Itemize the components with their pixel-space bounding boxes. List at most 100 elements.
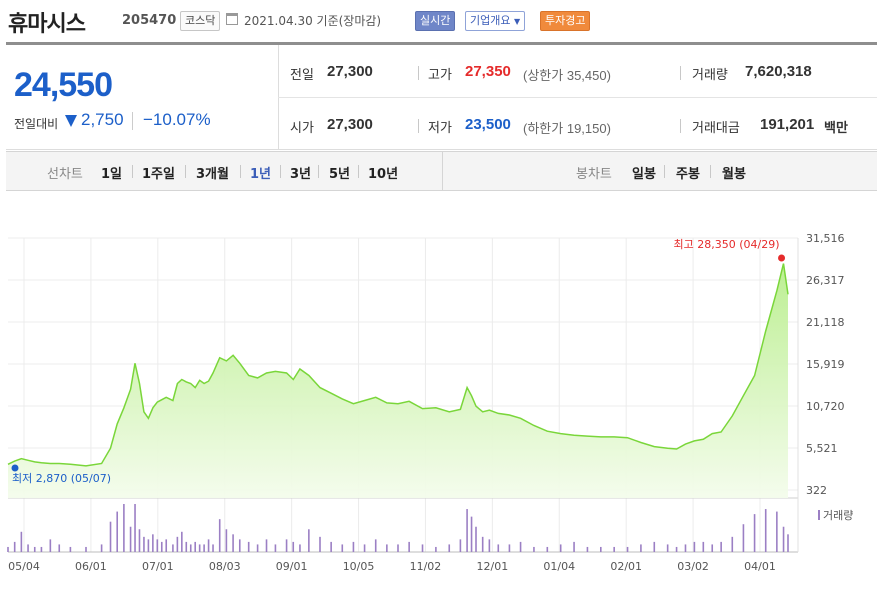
volume-bar [172,544,174,552]
period-1w[interactable]: 1주일 [142,167,175,182]
period-1d[interactable]: 1일 [101,167,123,182]
base-date: 2021.04.30 기준(장마감) [244,12,381,29]
period-5y[interactable]: 5년 [329,167,351,182]
volume-bar [559,544,562,552]
volume-bar [533,546,535,552]
volume-bar [100,544,103,552]
high-value: 27,350 [465,63,511,80]
volume-bar [265,539,268,552]
change-percent: −10.07% [143,110,211,129]
divider [358,165,359,178]
volume-bar [274,544,277,552]
volume-bar [285,539,288,552]
volume-bar [386,544,388,552]
volume-bar [7,546,9,552]
divider [185,165,186,178]
volume-bar [225,529,228,552]
calendar-icon [226,13,238,25]
volume-bar [666,544,669,552]
volume-bar [256,544,259,552]
volume-bar [702,541,705,552]
volume-bar [156,539,159,552]
low-value: 23,500 [465,116,511,133]
price-chart: 31,516 26,317 21,118 15,919 10,720 5,521 322 최… [7,232,853,573]
volume-bar [640,544,642,552]
volume-bar [546,546,549,552]
volume-bar [299,544,301,552]
header-divider [6,42,877,45]
candle-weekly[interactable]: 주봉 [676,167,700,182]
volume-bar [693,541,696,552]
volume-bar [189,544,192,552]
volume-bar [341,544,344,552]
divider [418,66,419,80]
volume-bar [198,544,201,552]
volume-bar [519,541,522,552]
market-badge: 코스닥 [180,11,221,31]
divider [680,66,681,80]
volume-bar [330,541,332,552]
volume-bar [408,541,410,552]
divider [442,151,443,191]
y-tick-label: 26,317 [806,274,845,287]
volume-legend-label: 거래량 [823,509,853,522]
volume-bar [481,536,484,552]
volume-bar [319,536,321,552]
volume-bar [165,539,168,552]
volume-value: 7,620,318 [745,63,812,80]
divider [710,165,711,178]
volume-bar [181,531,183,552]
y-tick-label: 322 [806,484,827,497]
trade-amount-label: 거래대금 [692,121,740,136]
volume-bar [109,521,112,552]
change-label: 전일대비 [14,117,59,131]
chart-grid [8,237,799,553]
volume-bar [20,531,23,552]
volume-bar [675,546,678,552]
volume-bar [787,534,789,552]
divider [664,165,665,178]
x-tick-label: 12/01 [477,560,509,573]
y-tick-label: 10,720 [806,400,845,413]
volume-bar [586,546,589,552]
high-label: 고가 [428,68,452,83]
volume-bar [85,546,87,552]
realtime-button[interactable]: 실시간 [415,11,456,31]
volume-label: 거래량 [692,68,728,83]
candle-daily[interactable]: 일봉 [632,167,656,182]
min-label: 최저 2,870 (05/07) [12,472,111,485]
volume-bar [352,541,355,552]
volume-bar [470,516,473,552]
y-tick-label: 15,919 [806,358,845,371]
x-tick-label: 09/01 [276,560,308,573]
stock-code: 205470 [122,13,177,28]
volume-bar [123,504,125,552]
volume-bar [185,541,188,552]
volume-bar [33,546,36,552]
volume-bar [176,536,179,552]
investment-warning-badge[interactable]: 투자경고 [540,11,591,31]
period-3y[interactable]: 3년 [290,167,312,182]
volume-bar [247,541,250,552]
x-tick-label: 08/03 [209,560,241,573]
period-1y[interactable]: 1년 [250,167,272,182]
candle-monthly[interactable]: 월봉 [722,167,746,182]
current-price: 24,550 [14,66,113,104]
volume-bar [720,541,722,552]
volume-bar [626,546,629,552]
down-arrow-icon [65,115,77,127]
volume-bar [497,544,500,552]
volume-bar [782,526,785,552]
divider [418,119,419,133]
period-10y[interactable]: 10년 [368,167,399,182]
volume-bar [212,544,214,552]
candle-chart-caption: 봉차트 [576,167,612,182]
period-3m[interactable]: 3개월 [196,167,229,182]
line-chart-caption: 선차트 [47,167,83,182]
min-marker [11,464,19,472]
divider [318,165,319,178]
quote-panel [6,45,877,150]
divider [132,165,133,178]
company-info-button[interactable]: 기업개요 ▼ [465,11,526,31]
price-area [8,263,788,498]
